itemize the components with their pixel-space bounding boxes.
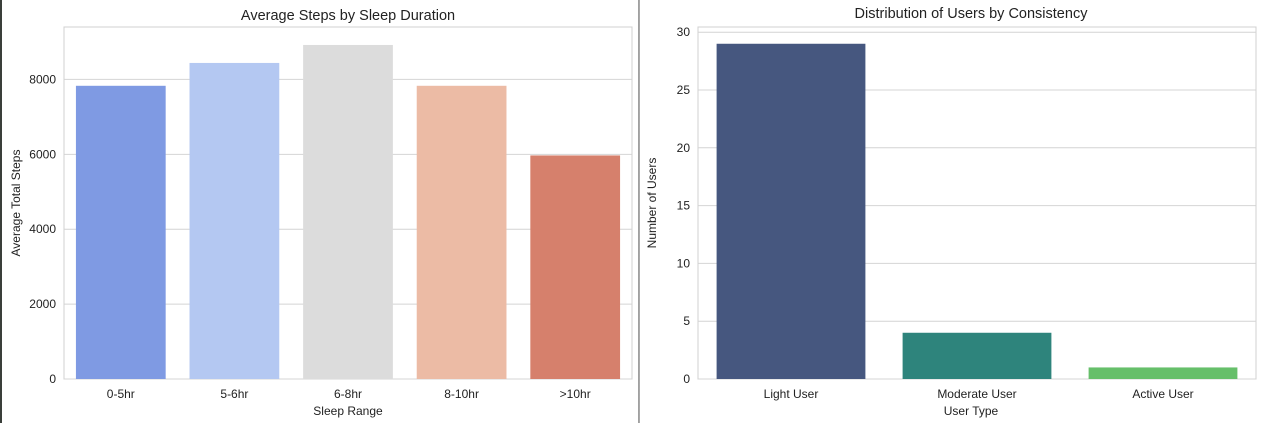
bar: [75, 85, 166, 379]
x-tick-label: 0-5hr: [107, 387, 135, 401]
y-tick-label: 25: [677, 83, 691, 97]
bar: [1088, 367, 1238, 379]
y-axis-label: Number of Users: [645, 158, 659, 249]
y-tick-label: 6000: [29, 147, 56, 161]
x-tick-label: >10hr: [560, 387, 591, 401]
x-tick-label: 6-8hr: [334, 387, 362, 401]
y-tick-label: 30: [677, 25, 691, 39]
bar: [303, 44, 393, 380]
x-tick-label: 5-6hr: [220, 387, 248, 401]
y-tick-label: 0: [49, 372, 56, 386]
x-tick-label: 8-10hr: [444, 387, 479, 401]
y-tick-label: 8000: [29, 72, 56, 86]
y-tick-label: 10: [677, 256, 691, 270]
x-tick-label: Active User: [1132, 387, 1193, 401]
y-tick-label: 2000: [29, 297, 56, 311]
bar: [530, 155, 621, 379]
bar: [416, 85, 507, 379]
y-axis-label: Average Total Steps: [9, 150, 23, 257]
x-axis-label: Sleep Range: [313, 404, 383, 418]
x-axis-label: User Type: [944, 404, 999, 418]
bar: [716, 43, 866, 380]
y-tick-label: 5: [683, 314, 690, 328]
bar: [189, 62, 280, 379]
y-tick-label: 15: [677, 199, 691, 213]
sleep-steps-chart: Average Steps by Sleep Duration 0 2000 400…: [9, 8, 633, 418]
x-tick-label: Moderate User: [937, 387, 1016, 401]
user-consistency-chart: Distribution of Users by Consistency 0 5 1…: [645, 6, 1257, 418]
user-consistency-chart-panel: Distribution of Users by Consistency 0 5 1…: [640, 0, 1264, 423]
y-tick-label: 20: [677, 141, 691, 155]
y-tick-label: 4000: [29, 222, 56, 236]
bar: [902, 332, 1052, 379]
chart-title: Average Steps by Sleep Duration: [241, 8, 455, 24]
sleep-steps-chart-panel: Average Steps by Sleep Duration 0 2000 400…: [2, 0, 638, 423]
chart-title: Distribution of Users by Consistency: [855, 6, 1089, 22]
y-tick-label: 0: [683, 372, 690, 386]
x-tick-label: Light User: [764, 387, 819, 401]
